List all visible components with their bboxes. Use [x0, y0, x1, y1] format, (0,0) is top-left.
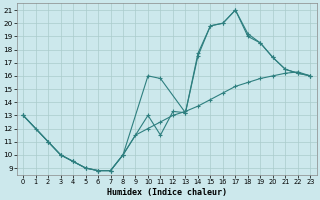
X-axis label: Humidex (Indice chaleur): Humidex (Indice chaleur): [107, 188, 227, 197]
